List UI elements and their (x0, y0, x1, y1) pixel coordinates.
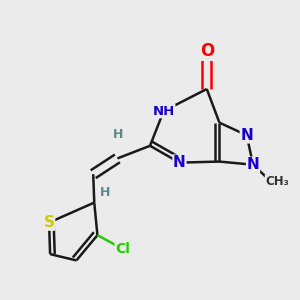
Text: S: S (44, 215, 55, 230)
Text: Cl: Cl (115, 242, 130, 256)
Text: H: H (100, 186, 110, 199)
Text: O: O (200, 42, 214, 60)
Text: N: N (240, 128, 253, 143)
Text: H: H (113, 128, 124, 141)
Text: NH: NH (152, 105, 175, 118)
Text: N: N (247, 157, 260, 172)
Text: CH₃: CH₃ (266, 175, 289, 188)
Text: N: N (173, 155, 186, 170)
